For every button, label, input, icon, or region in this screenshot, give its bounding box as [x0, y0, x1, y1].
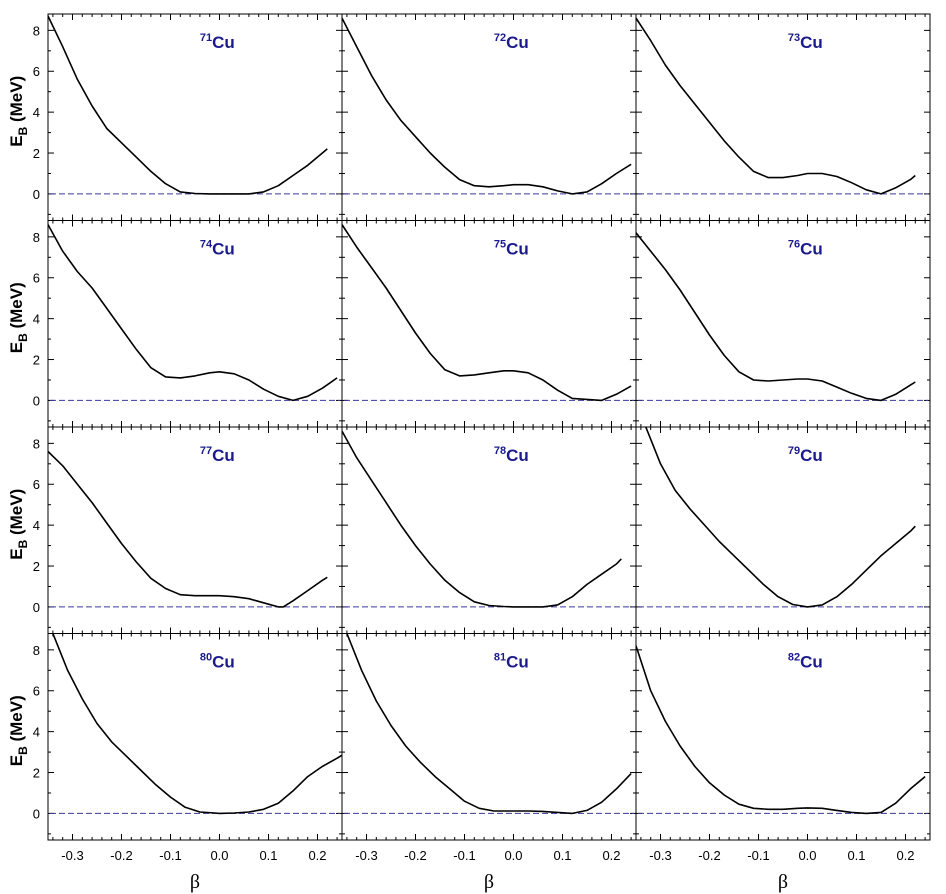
panel-frame — [47, 633, 343, 841]
energy-curve — [52, 633, 342, 815]
y-tick-label: 0 — [33, 600, 40, 615]
x-tick-label: -0.3 — [649, 848, 671, 863]
y-tick-label: 0 — [33, 187, 40, 202]
nucleus-label: 82Cu — [788, 652, 823, 672]
y-tick-label: 6 — [33, 684, 40, 699]
panel-frame — [635, 220, 931, 428]
x-tick-label: -0.2 — [404, 848, 426, 863]
energy-curve — [645, 427, 916, 608]
y-tick-label: 0 — [33, 806, 40, 821]
y-tick-label: 2 — [33, 559, 40, 574]
nucleus-label: 80Cu — [200, 652, 235, 672]
x-tick-label: 0.0 — [210, 848, 228, 863]
nucleus-label: 75Cu — [494, 239, 529, 259]
panel-frame — [341, 633, 637, 841]
energy-curve — [342, 430, 622, 608]
panel-cu71: 71Cu 0 2 4 6 8 EB (MeV) — [7, 13, 343, 221]
panel-frame — [341, 426, 637, 634]
energy-curve — [48, 450, 328, 608]
panel-frame — [341, 220, 637, 428]
panel-cu81: 81Cu -0.3 -0.2 -0.1 0.0 0.1 0.2 β — [341, 633, 637, 893]
y-tick-label: 4 — [33, 518, 40, 533]
x-tick-label: 0.2 — [308, 848, 326, 863]
y-tick-label: 6 — [33, 477, 40, 492]
nucleus-label: 72Cu — [494, 32, 529, 52]
panel-cu74: 74Cu 0 2 4 6 8 EB (MeV) — [7, 220, 343, 428]
x-tick-label: -0.3 — [355, 848, 377, 863]
y-tick-label: 2 — [33, 353, 40, 368]
x-tick-label: -0.1 — [747, 848, 769, 863]
panel-frame — [47, 13, 343, 221]
y-tick-label: 6 — [33, 271, 40, 286]
x-tick-label: 0.0 — [504, 848, 522, 863]
x-tick-label: 0.1 — [259, 848, 277, 863]
x-tick-label: -0.2 — [110, 848, 132, 863]
x-axis-title: β — [190, 871, 200, 893]
panel-cu76: 76Cu — [635, 220, 931, 428]
energy-curve — [342, 17, 632, 195]
y-tick-label: 8 — [33, 230, 40, 245]
panel-cu77: 77Cu 0 2 4 6 8 EB (MeV) — [7, 426, 343, 634]
nucleus-label: 77Cu — [200, 445, 235, 465]
nucleus-label: 74Cu — [200, 239, 235, 259]
x-tick-label: -0.3 — [61, 848, 83, 863]
nucleus-label: 76Cu — [788, 239, 823, 259]
energy-curve — [636, 645, 926, 815]
energy-curve — [346, 633, 632, 815]
y-axis-title: EB (MeV) — [7, 489, 30, 560]
y-tick-label: 4 — [33, 312, 40, 327]
x-tick-label: 0.2 — [602, 848, 620, 863]
y-tick-label: 6 — [33, 64, 40, 79]
y-tick-label: 8 — [33, 436, 40, 451]
panel-frame — [635, 633, 931, 841]
nucleus-label: 81Cu — [494, 652, 529, 672]
y-tick-label: 8 — [33, 643, 40, 658]
y-tick-label: 8 — [33, 23, 40, 38]
energy-curve — [48, 15, 328, 195]
x-tick-label: 0.1 — [847, 848, 865, 863]
y-tick-label: 4 — [33, 725, 40, 740]
y-tick-label: 0 — [33, 393, 40, 408]
x-tick-label: 0.1 — [553, 848, 571, 863]
energy-curve — [636, 232, 916, 402]
x-tick-label: 0.0 — [798, 848, 816, 863]
energy-curve — [636, 17, 916, 195]
panel-cu75: 75Cu — [341, 220, 637, 428]
y-axis-title: EB (MeV) — [7, 76, 30, 147]
panel-frame — [635, 13, 931, 221]
energy-curve — [48, 224, 338, 402]
y-axis-title: EB (MeV) — [7, 695, 30, 766]
panel-cu80: 80Cu 0 2 4 6 8 EB (MeV) -0.3 -0.2 -0.1 0.0 0.1 0.2 β — [7, 633, 343, 893]
x-axis-title: β — [778, 871, 788, 893]
panel-frame — [47, 426, 343, 634]
x-tick-label: -0.1 — [159, 848, 181, 863]
panel-frame — [635, 426, 931, 634]
y-tick-label: 4 — [33, 105, 40, 120]
panel-cu72: 72Cu — [341, 13, 637, 221]
nucleus-label: 79Cu — [788, 445, 823, 465]
x-tick-label: 0.2 — [896, 848, 914, 863]
y-axis-title: EB (MeV) — [7, 282, 30, 353]
y-tick-label: 2 — [33, 766, 40, 781]
x-tick-label: -0.1 — [453, 848, 475, 863]
energy-curve — [342, 224, 632, 402]
nucleus-label: 73Cu — [788, 32, 823, 52]
nucleus-label: 71Cu — [200, 32, 235, 52]
panel-cu78: 78Cu — [341, 426, 637, 634]
y-tick-label: 2 — [33, 146, 40, 161]
panel-cu79: 79Cu — [635, 426, 931, 634]
panel-cu82: 82Cu -0.3 -0.2 -0.1 0.0 0.1 0.2 β — [635, 633, 931, 893]
panel-frame — [47, 220, 343, 428]
nucleus-label: 78Cu — [494, 445, 529, 465]
x-axis-title: β — [484, 871, 494, 893]
panel-cu73: 73Cu — [635, 13, 931, 221]
x-tick-label: -0.2 — [698, 848, 720, 863]
